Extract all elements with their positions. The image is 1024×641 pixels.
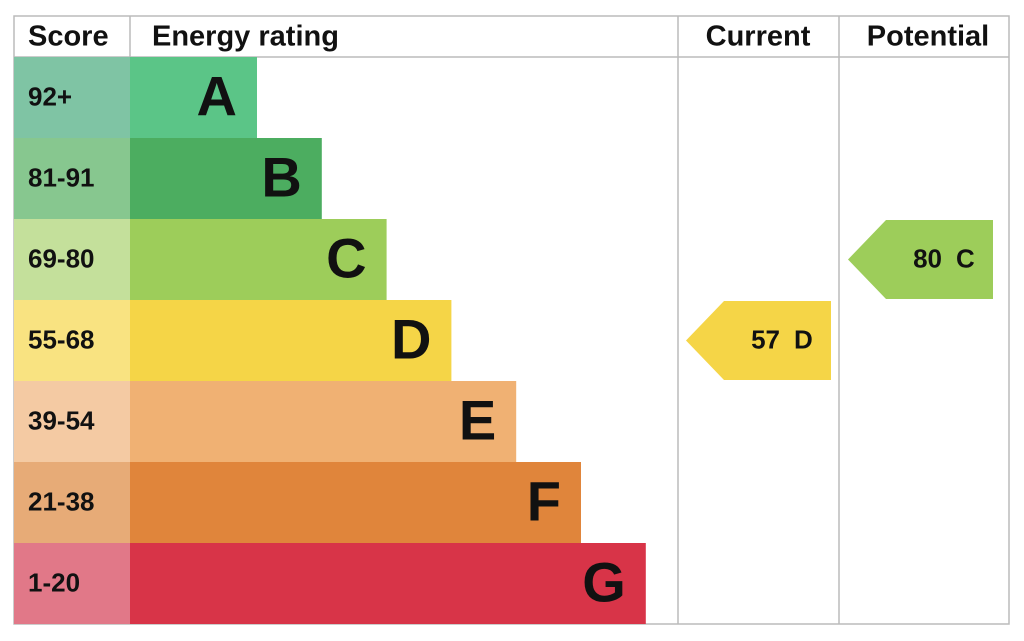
rating-letter: G	[582, 550, 626, 613]
score-cell	[14, 543, 130, 624]
score-range: 81-91	[28, 162, 95, 192]
rating-bar	[130, 219, 387, 300]
score-cell	[14, 381, 130, 462]
rating-bar	[130, 57, 257, 138]
rating-letter: F	[527, 469, 561, 532]
rating-letter: E	[459, 388, 496, 451]
score-cell	[14, 462, 130, 543]
potential-arrow	[848, 220, 993, 299]
header-score: Score	[28, 21, 109, 53]
rating-bar	[130, 462, 581, 543]
rating-bar	[130, 300, 452, 381]
rating-bar	[130, 543, 646, 624]
header-potential: Potential	[867, 21, 989, 53]
rating-letter: B	[261, 145, 301, 208]
potential-value: 80	[913, 243, 942, 273]
current-arrow	[686, 301, 831, 380]
score-range: 21-38	[28, 486, 95, 516]
score-range: 39-54	[28, 405, 95, 435]
score-range: 69-80	[28, 243, 95, 273]
rating-letter: C	[326, 226, 366, 289]
current-value: 57	[751, 324, 780, 354]
score-range: 1-20	[28, 567, 80, 597]
potential-rating: C	[956, 243, 975, 273]
score-range: 55-68	[28, 324, 95, 354]
rating-bar	[130, 381, 517, 462]
score-cell	[14, 138, 130, 219]
rating-letter: A	[197, 64, 237, 127]
header-current: Current	[706, 21, 811, 53]
header-rating: Energy rating	[152, 21, 339, 53]
score-cell	[14, 300, 130, 381]
current-rating: D	[794, 324, 813, 354]
score-cell	[14, 219, 130, 300]
score-range: 92+	[28, 81, 72, 111]
rating-letter: D	[391, 307, 431, 370]
rating-bar	[130, 138, 322, 219]
score-cell	[14, 57, 130, 138]
